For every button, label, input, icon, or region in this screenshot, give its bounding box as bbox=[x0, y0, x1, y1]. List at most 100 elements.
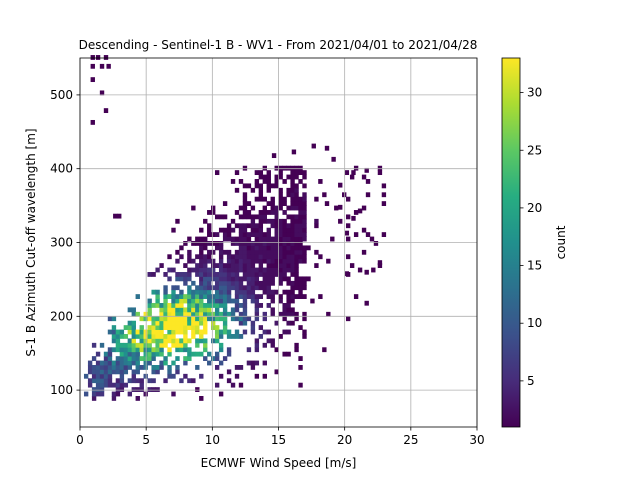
heatmap-cell bbox=[298, 210, 303, 215]
heatmap-cell bbox=[381, 201, 387, 206]
heatmap-cell bbox=[266, 338, 271, 344]
heatmap-cell bbox=[203, 325, 208, 330]
heatmap-cell bbox=[175, 342, 180, 348]
heatmap-cell bbox=[159, 351, 164, 357]
heatmap-cell bbox=[214, 170, 220, 176]
heatmap-cell bbox=[274, 232, 279, 237]
heatmap-cell bbox=[155, 329, 160, 335]
heatmap-cell bbox=[274, 320, 279, 326]
heatmap-cell bbox=[207, 249, 212, 255]
heatmap-cell bbox=[187, 254, 192, 260]
heatmap-cell bbox=[246, 183, 252, 189]
heatmap-cell bbox=[151, 325, 156, 330]
heatmap-cell bbox=[83, 391, 89, 397]
heatmap-cell bbox=[222, 227, 228, 233]
heatmap-cell bbox=[258, 218, 264, 224]
heatmap-cell bbox=[294, 187, 299, 193]
heatmap-cell bbox=[266, 241, 271, 246]
heatmap-cell bbox=[278, 165, 283, 171]
colorbar-tick-label: 5 bbox=[527, 374, 535, 388]
heatmap-cell bbox=[99, 90, 105, 96]
heatmap-cell bbox=[218, 334, 224, 339]
heatmap-cell bbox=[203, 347, 208, 353]
heatmap-cell bbox=[278, 311, 283, 317]
heatmap-cell bbox=[103, 378, 109, 384]
heatmap-cell bbox=[211, 316, 216, 322]
heatmap-cell bbox=[302, 236, 307, 242]
heatmap-cell bbox=[195, 365, 200, 370]
heatmap-cell bbox=[107, 316, 113, 322]
heatmap-cell bbox=[290, 267, 295, 273]
heatmap-cell bbox=[218, 267, 224, 273]
heatmap-cell bbox=[302, 205, 307, 211]
heatmap-cell bbox=[270, 311, 275, 317]
heatmap-cell bbox=[302, 311, 307, 317]
heatmap-cell bbox=[214, 307, 220, 313]
heatmap-cell bbox=[135, 347, 140, 353]
heatmap-cell bbox=[286, 263, 291, 268]
heatmap-cell bbox=[135, 342, 140, 348]
heatmap-cell bbox=[218, 241, 224, 246]
heatmap-cell bbox=[187, 267, 192, 273]
heatmap-cell bbox=[143, 373, 148, 379]
heatmap-cell bbox=[238, 249, 244, 255]
x-tick-label: 25 bbox=[403, 433, 418, 447]
heatmap-cell bbox=[211, 356, 216, 361]
heatmap-cell bbox=[294, 311, 299, 317]
heatmap-cell bbox=[230, 254, 236, 260]
heatmap-cell bbox=[250, 280, 256, 286]
heatmap-cell bbox=[91, 365, 97, 370]
heatmap-cell bbox=[294, 285, 299, 291]
heatmap-cell bbox=[218, 289, 224, 295]
heatmap-cell bbox=[254, 276, 260, 282]
heatmap-cell bbox=[294, 170, 299, 176]
heatmap-cell bbox=[234, 236, 240, 242]
heatmap-cell bbox=[91, 378, 97, 384]
heatmap-cell bbox=[262, 174, 267, 180]
heatmap-cell bbox=[270, 298, 275, 304]
heatmap-cell bbox=[111, 391, 117, 397]
heatmap-cell bbox=[230, 236, 236, 242]
heatmap-cell bbox=[119, 356, 125, 361]
heatmap-cell bbox=[250, 272, 256, 277]
heatmap-cell bbox=[242, 192, 248, 198]
heatmap-cell bbox=[191, 320, 196, 326]
heatmap-cell bbox=[242, 196, 248, 202]
heatmap-cell bbox=[203, 307, 208, 313]
heatmap-cell bbox=[199, 245, 204, 251]
heatmap-cell bbox=[242, 245, 248, 251]
heatmap-cell bbox=[262, 205, 267, 211]
heatmap-cell bbox=[278, 249, 283, 255]
heatmap-cell bbox=[214, 272, 220, 277]
heatmap-cell bbox=[199, 276, 204, 282]
heatmap-cell bbox=[282, 254, 287, 260]
heatmap-cell bbox=[274, 227, 279, 233]
heatmap-cell bbox=[294, 192, 299, 198]
heatmap-cell bbox=[155, 334, 160, 339]
heatmap-cell bbox=[254, 223, 260, 229]
heatmap-cell bbox=[218, 258, 224, 264]
heatmap-cell bbox=[155, 267, 160, 273]
heatmap-cell bbox=[238, 232, 244, 237]
heatmap-cell bbox=[195, 325, 200, 330]
heatmap-cell bbox=[199, 294, 204, 299]
heatmap-cell bbox=[294, 241, 299, 246]
heatmap-cell bbox=[286, 223, 291, 229]
heatmap-cell bbox=[107, 356, 113, 361]
heatmap-cell bbox=[195, 320, 200, 326]
heatmap-cell bbox=[282, 179, 287, 184]
heatmap-cell bbox=[250, 294, 256, 299]
heatmap-cell bbox=[278, 196, 283, 202]
heatmap-cell bbox=[314, 249, 319, 255]
heatmap-cell bbox=[183, 241, 188, 246]
heatmap-cell bbox=[286, 311, 291, 317]
heatmap-cell bbox=[246, 316, 252, 322]
y-tick-label: 200 bbox=[50, 309, 73, 323]
heatmap-cell bbox=[91, 391, 97, 397]
heatmap-cell bbox=[171, 227, 176, 233]
heatmap-cell bbox=[139, 387, 144, 392]
heatmap-cell bbox=[119, 351, 125, 357]
heatmap-cell bbox=[294, 201, 299, 206]
heatmap-cell bbox=[274, 289, 279, 295]
heatmap-cell bbox=[254, 285, 260, 291]
